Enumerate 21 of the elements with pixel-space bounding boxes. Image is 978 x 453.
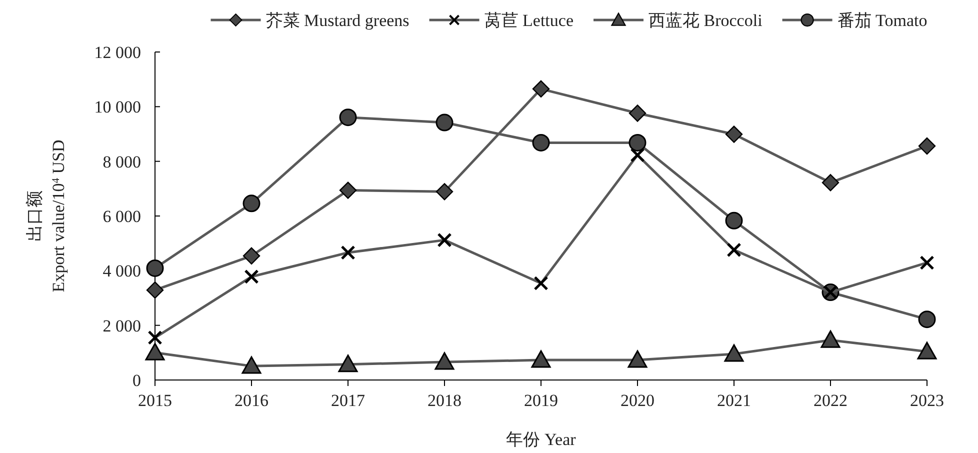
legend-label: 莴苣 Lettuce <box>484 11 574 30</box>
x-tick-label: 2015 <box>138 391 172 410</box>
legend-label: 西蓝花 Broccoli <box>648 11 763 30</box>
legend-label: 芥菜 Mustard greens <box>266 11 410 30</box>
x-tick-label: 2018 <box>428 391 462 410</box>
x-tick-label: 2016 <box>234 391 268 410</box>
x-tick-label: 2017 <box>331 391 366 410</box>
y-tick-label: 8 000 <box>102 152 141 172</box>
y-tick-label: 12 000 <box>94 43 141 62</box>
x-tick-label: 2023 <box>910 391 944 410</box>
x-tick-label: 2019 <box>524 391 558 410</box>
y-tick-label: 10 000 <box>94 98 141 117</box>
x-tick-label: 2021 <box>717 391 751 410</box>
x-axis-title: 年份 Year <box>506 430 576 449</box>
y-tick-label: 4 000 <box>102 262 141 281</box>
x-tick-label: 2022 <box>814 391 848 410</box>
legend-label: 番茄 Tomato <box>837 11 928 30</box>
x-tick-label: 2020 <box>620 391 654 410</box>
y-tick-label: 2 000 <box>102 316 141 336</box>
y-tick-label: 6 000 <box>102 207 141 226</box>
y-tick-label: 0 <box>132 371 141 390</box>
